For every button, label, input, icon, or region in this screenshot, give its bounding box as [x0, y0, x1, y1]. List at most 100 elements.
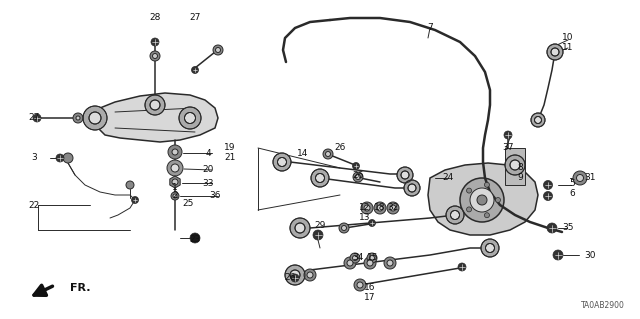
- Circle shape: [89, 112, 101, 124]
- Circle shape: [408, 184, 416, 192]
- Circle shape: [167, 160, 183, 176]
- Circle shape: [172, 179, 178, 185]
- Text: 26: 26: [352, 170, 364, 180]
- Text: 7: 7: [427, 24, 433, 33]
- Circle shape: [171, 192, 179, 200]
- Circle shape: [184, 113, 195, 123]
- Circle shape: [273, 153, 291, 171]
- Text: 17: 17: [364, 293, 376, 302]
- Text: 31: 31: [584, 174, 596, 182]
- Text: TA0AB2900: TA0AB2900: [581, 301, 625, 310]
- Circle shape: [216, 48, 221, 53]
- Text: 37: 37: [502, 144, 514, 152]
- Circle shape: [190, 233, 200, 243]
- Circle shape: [290, 270, 300, 280]
- Circle shape: [150, 100, 160, 110]
- Text: 26: 26: [334, 144, 346, 152]
- Circle shape: [484, 213, 490, 218]
- Circle shape: [311, 169, 329, 187]
- Circle shape: [369, 219, 376, 226]
- Circle shape: [291, 274, 299, 282]
- Text: 15: 15: [367, 254, 379, 263]
- Circle shape: [387, 202, 399, 214]
- Text: 27: 27: [28, 114, 40, 122]
- Polygon shape: [505, 148, 525, 185]
- Circle shape: [179, 107, 201, 129]
- Circle shape: [173, 194, 177, 198]
- Circle shape: [290, 218, 310, 238]
- Text: 19: 19: [224, 144, 236, 152]
- Text: 34: 34: [352, 254, 364, 263]
- Circle shape: [486, 243, 495, 253]
- Circle shape: [401, 171, 409, 179]
- Circle shape: [350, 253, 360, 263]
- Circle shape: [131, 197, 138, 204]
- Circle shape: [304, 269, 316, 281]
- Circle shape: [172, 149, 178, 155]
- Circle shape: [367, 260, 373, 266]
- Circle shape: [168, 145, 182, 159]
- Circle shape: [342, 226, 346, 231]
- Text: 29: 29: [314, 220, 326, 229]
- Circle shape: [367, 253, 377, 263]
- Text: 21: 21: [224, 153, 236, 162]
- Circle shape: [126, 181, 134, 189]
- Circle shape: [531, 113, 545, 127]
- Text: 33: 33: [202, 179, 214, 188]
- Text: 2: 2: [172, 191, 178, 201]
- Circle shape: [510, 160, 520, 170]
- Circle shape: [353, 162, 360, 169]
- Text: 14: 14: [298, 149, 308, 158]
- Text: 12: 12: [359, 204, 371, 212]
- Text: 6: 6: [569, 189, 575, 197]
- Circle shape: [354, 279, 366, 291]
- Circle shape: [83, 106, 107, 130]
- Circle shape: [191, 66, 198, 73]
- Circle shape: [323, 149, 333, 159]
- Circle shape: [278, 158, 287, 167]
- Text: 28: 28: [149, 13, 161, 23]
- Circle shape: [145, 95, 165, 115]
- Circle shape: [326, 152, 330, 157]
- Polygon shape: [170, 176, 180, 188]
- Text: 27: 27: [189, 13, 201, 23]
- Circle shape: [404, 180, 420, 196]
- Text: 24: 24: [442, 174, 454, 182]
- Circle shape: [384, 257, 396, 269]
- Text: 23: 23: [189, 235, 201, 244]
- Text: 18: 18: [374, 204, 386, 212]
- Circle shape: [534, 116, 541, 123]
- Circle shape: [152, 54, 157, 58]
- Text: 5: 5: [569, 179, 575, 188]
- Circle shape: [446, 206, 464, 224]
- Circle shape: [307, 272, 313, 278]
- Circle shape: [484, 182, 490, 187]
- Text: 10: 10: [563, 33, 573, 42]
- Circle shape: [361, 202, 373, 214]
- Circle shape: [364, 257, 376, 269]
- Circle shape: [353, 172, 363, 182]
- Circle shape: [504, 131, 512, 139]
- Circle shape: [481, 239, 499, 257]
- Text: 16: 16: [364, 284, 376, 293]
- Text: 9: 9: [517, 174, 523, 182]
- Circle shape: [295, 223, 305, 233]
- Circle shape: [73, 113, 83, 123]
- Circle shape: [505, 155, 525, 175]
- Circle shape: [390, 205, 396, 211]
- Circle shape: [63, 153, 73, 163]
- Circle shape: [553, 250, 563, 260]
- Circle shape: [458, 263, 466, 271]
- Circle shape: [151, 38, 159, 46]
- Circle shape: [377, 205, 383, 211]
- Circle shape: [543, 191, 552, 201]
- Text: FR.: FR.: [70, 283, 90, 293]
- Circle shape: [451, 211, 460, 219]
- Circle shape: [543, 181, 552, 189]
- Circle shape: [467, 188, 472, 193]
- Circle shape: [577, 174, 584, 182]
- Circle shape: [495, 197, 500, 203]
- Polygon shape: [428, 163, 538, 235]
- Text: 13: 13: [359, 213, 371, 222]
- Circle shape: [470, 188, 494, 212]
